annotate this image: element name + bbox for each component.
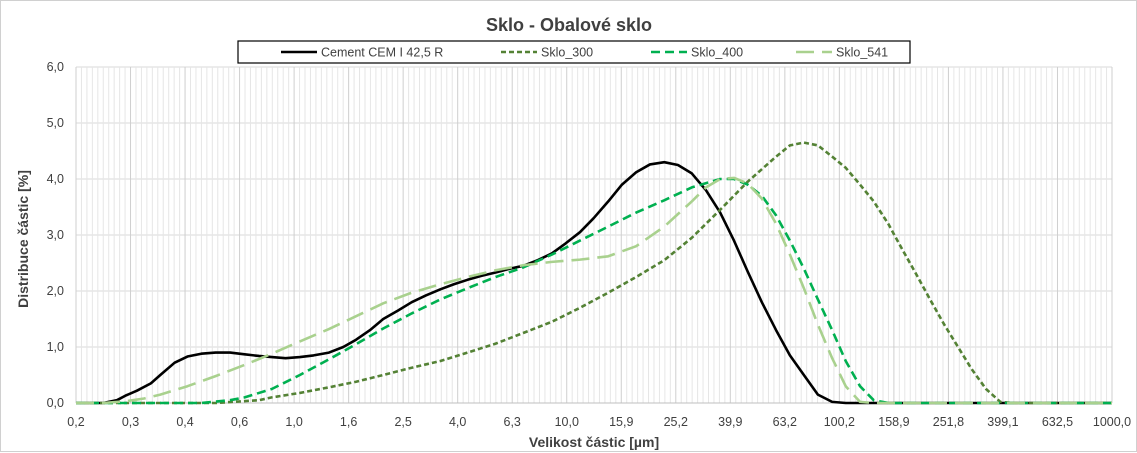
series-line-0 — [76, 160, 1112, 405]
legend-label-3: Sklo_541 — [836, 46, 888, 60]
x-tick-label: 0,2 — [67, 415, 84, 429]
x-tick-label: 63,2 — [773, 415, 797, 429]
x-tick-label: 39,9 — [718, 415, 742, 429]
legend-label-2: Sklo_400 — [691, 46, 743, 60]
legend-label-0: Cement CEM I 42,5 R — [321, 46, 443, 60]
legend: Cement CEM I 42,5 R Sklo_300 Sklo_400 Sklo_… — [237, 40, 911, 64]
x-tick-label: 1,0 — [285, 415, 302, 429]
x-tick-label: 10,0 — [555, 415, 579, 429]
y-tick-label: 6,0 — [47, 60, 64, 74]
legend-box — [237, 40, 911, 64]
x-axis-title: Velikost částic [µm] — [529, 434, 659, 450]
chart-title: Sklo - Obalové sklo — [486, 15, 652, 35]
x-tick-label: 1000,0 — [1093, 415, 1131, 429]
legend-label-1: Sklo_300 — [541, 46, 593, 60]
x-tick-label: 25,2 — [664, 415, 688, 429]
x-tick-label: 2,5 — [394, 415, 411, 429]
x-tick-label: 1,6 — [340, 415, 357, 429]
y-tick-label: 4,0 — [47, 172, 64, 186]
x-tick-label: 15,9 — [609, 415, 633, 429]
x-tick-label: 251,8 — [933, 415, 964, 429]
x-tick-label: 0,6 — [231, 415, 248, 429]
y-tick-label: 2,0 — [47, 284, 64, 298]
x-tick-label: 0,3 — [122, 415, 139, 429]
y-tick-label: 5,0 — [47, 116, 64, 130]
x-tick-label: 632,5 — [1042, 415, 1073, 429]
x-tick-label: 4,0 — [449, 415, 466, 429]
y-tick-label: 0,0 — [47, 396, 64, 410]
y-axis: 0,0 1,0 2,0 3,0 4,0 5,0 6,0 — [47, 60, 64, 410]
x-tick-label: 0,4 — [176, 415, 193, 429]
y-tick-label: 3,0 — [47, 228, 64, 242]
x-tick-label: 6,3 — [504, 415, 521, 429]
x-tick-label: 158,9 — [878, 415, 909, 429]
y-tick-label: 1,0 — [47, 340, 64, 354]
plot-area — [76, 141, 1112, 405]
y-axis-title: Distribuce částic [%] — [15, 170, 31, 308]
grid — [75, 66, 1113, 404]
x-tick-label: 100,2 — [824, 415, 855, 429]
x-tick-label: 399,1 — [987, 415, 1018, 429]
series-line-2 — [76, 177, 1112, 405]
series-line-3 — [76, 176, 1112, 405]
x-axis: 0,2 0,3 0,4 0,6 1,0 1,6 2,5 4,0 6,3 10,0 15,9 25,2 3… — [67, 415, 1131, 429]
